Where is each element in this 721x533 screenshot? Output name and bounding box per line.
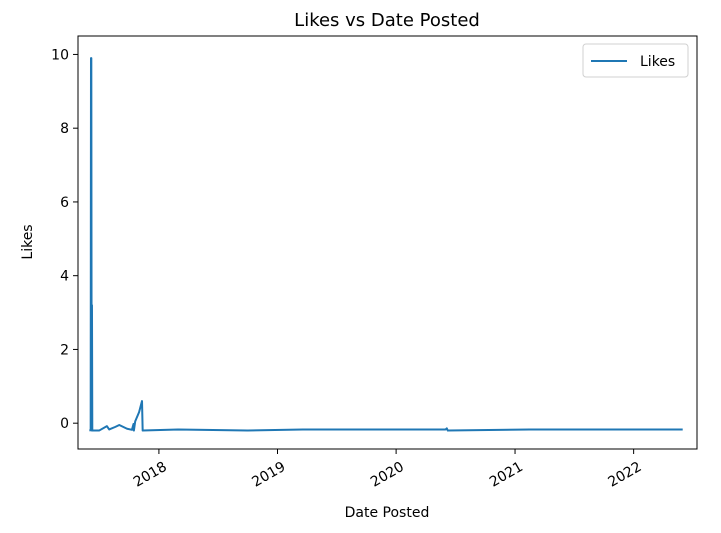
- y-tick-label: 6: [60, 195, 69, 211]
- y-tick-label: 8: [60, 121, 69, 137]
- plot-area: [77, 35, 698, 450]
- y-tick-label: 0: [60, 416, 69, 432]
- legend: Likes: [582, 43, 689, 78]
- y-tick-label: 10: [51, 47, 69, 63]
- legend-box: [582, 43, 689, 78]
- series-line-likes: [89, 57, 683, 432]
- y-axis-label: Likes: [20, 224, 36, 259]
- x-axis-label: Date Posted: [345, 505, 430, 521]
- y-axis: 0 2 4 6 8 10: [51, 47, 78, 432]
- legend-label-likes: Likes: [640, 54, 675, 70]
- series-layer: [89, 57, 683, 432]
- y-tick-label: 4: [60, 269, 69, 285]
- chart-title: Likes vs Date Posted: [294, 10, 480, 31]
- y-tick-label: 2: [60, 342, 69, 358]
